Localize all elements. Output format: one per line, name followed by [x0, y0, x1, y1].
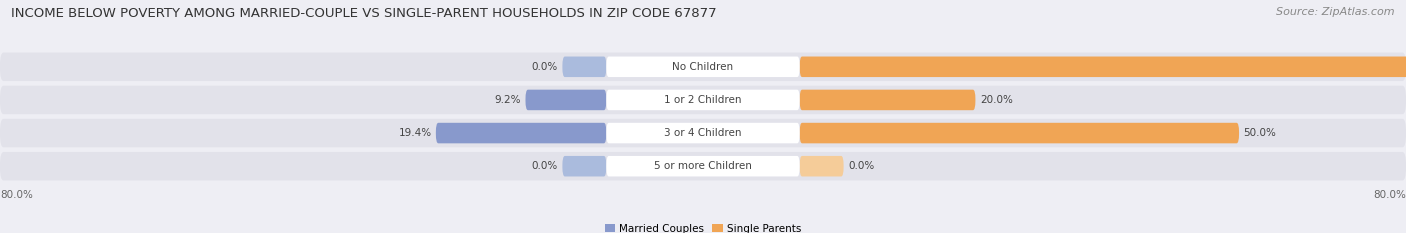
Text: 0.0%: 0.0% — [531, 62, 558, 72]
Text: 80.0%: 80.0% — [0, 190, 32, 200]
Text: 50.0%: 50.0% — [1243, 128, 1277, 138]
Text: 19.4%: 19.4% — [398, 128, 432, 138]
FancyBboxPatch shape — [0, 119, 1406, 147]
FancyBboxPatch shape — [0, 53, 1406, 81]
FancyBboxPatch shape — [606, 57, 800, 77]
FancyBboxPatch shape — [562, 57, 606, 77]
FancyBboxPatch shape — [800, 156, 844, 176]
FancyBboxPatch shape — [800, 57, 1406, 77]
FancyBboxPatch shape — [562, 156, 606, 176]
FancyBboxPatch shape — [800, 123, 1239, 143]
Text: 0.0%: 0.0% — [848, 161, 875, 171]
Text: 20.0%: 20.0% — [980, 95, 1012, 105]
FancyBboxPatch shape — [606, 123, 800, 143]
Text: 9.2%: 9.2% — [495, 95, 522, 105]
FancyBboxPatch shape — [606, 156, 800, 176]
Text: 1 or 2 Children: 1 or 2 Children — [664, 95, 742, 105]
Legend: Married Couples, Single Parents: Married Couples, Single Parents — [605, 224, 801, 233]
FancyBboxPatch shape — [436, 123, 606, 143]
FancyBboxPatch shape — [526, 90, 606, 110]
Text: INCOME BELOW POVERTY AMONG MARRIED-COUPLE VS SINGLE-PARENT HOUSEHOLDS IN ZIP COD: INCOME BELOW POVERTY AMONG MARRIED-COUPL… — [11, 7, 717, 20]
FancyBboxPatch shape — [0, 86, 1406, 114]
Text: 80.0%: 80.0% — [1374, 190, 1406, 200]
Text: 3 or 4 Children: 3 or 4 Children — [664, 128, 742, 138]
Text: 5 or more Children: 5 or more Children — [654, 161, 752, 171]
FancyBboxPatch shape — [0, 152, 1406, 180]
FancyBboxPatch shape — [606, 90, 800, 110]
Text: No Children: No Children — [672, 62, 734, 72]
Text: 0.0%: 0.0% — [531, 161, 558, 171]
FancyBboxPatch shape — [800, 90, 976, 110]
Text: Source: ZipAtlas.com: Source: ZipAtlas.com — [1277, 7, 1395, 17]
